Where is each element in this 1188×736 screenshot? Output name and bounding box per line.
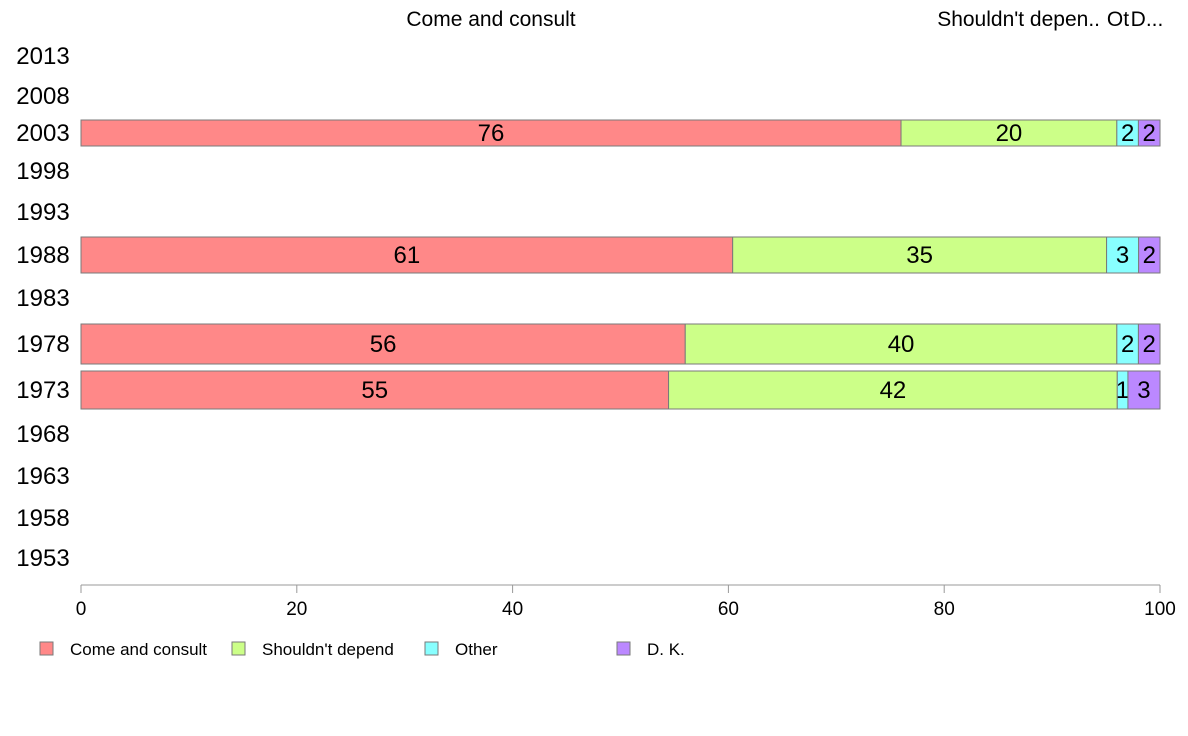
x-tick-label: 20 bbox=[286, 599, 307, 620]
bar-segment bbox=[1127, 370, 1161, 410]
x-tick-label: 60 bbox=[718, 599, 739, 620]
data-label: 76 bbox=[478, 120, 505, 147]
legend-label: Shouldn't depend bbox=[262, 640, 394, 659]
year-label: 2013 bbox=[16, 43, 69, 70]
year-label: 1993 bbox=[16, 199, 69, 226]
data-label: 40 bbox=[888, 331, 915, 358]
legend-swatch bbox=[424, 641, 439, 656]
bar-segment bbox=[1137, 323, 1161, 365]
data-label: 42 bbox=[880, 377, 907, 404]
data-label: 2 bbox=[1121, 331, 1134, 358]
data-label: 56 bbox=[370, 331, 397, 358]
data-label: 2 bbox=[1143, 331, 1156, 358]
bar-segment bbox=[1106, 236, 1140, 274]
bar-segment bbox=[900, 119, 1118, 147]
bar-row-1978: 56 40 2 2 bbox=[80, 323, 1161, 365]
year-label: 1953 bbox=[16, 545, 69, 572]
year-label: 1988 bbox=[16, 242, 69, 269]
data-label: 1 bbox=[1116, 377, 1129, 404]
year-label: 1958 bbox=[16, 505, 69, 532]
bar-segment bbox=[1138, 236, 1161, 274]
data-label: 2 bbox=[1121, 120, 1134, 147]
year-label: 1978 bbox=[16, 331, 69, 358]
bar-segment bbox=[80, 323, 686, 365]
year-label: 1968 bbox=[16, 421, 69, 448]
year-label: 1983 bbox=[16, 285, 69, 312]
year-label: 1998 bbox=[16, 158, 69, 185]
top-labels: Come and consult Shouldn't depen.. Ot D... bbox=[406, 8, 1163, 31]
legend: Come and consult Shouldn't depend Other D. … bbox=[39, 640, 685, 659]
x-tick-label: 100 bbox=[1144, 599, 1176, 620]
data-label: 2 bbox=[1143, 242, 1156, 269]
top-label: D... bbox=[1131, 8, 1164, 31]
legend-swatch bbox=[39, 641, 54, 656]
top-label: Shouldn't depen.. bbox=[937, 8, 1100, 31]
year-labels: 2013 2008 2003 1998 1993 1988 1983 1978 1973 1968… bbox=[16, 43, 69, 572]
bar-segment bbox=[732, 236, 1108, 274]
legend-label: D. K. bbox=[647, 640, 685, 659]
legend-item: D. K. bbox=[616, 640, 685, 659]
legend-swatch bbox=[231, 641, 246, 656]
x-axis: 0 20 40 60 80 100 bbox=[76, 584, 1176, 620]
data-label: 35 bbox=[906, 242, 933, 269]
year-label: 2003 bbox=[16, 120, 69, 147]
top-label: Come and consult bbox=[406, 8, 575, 31]
legend-item: Come and consult bbox=[39, 640, 207, 659]
bar-row-1988: 61 35 3 2 bbox=[80, 236, 1161, 274]
data-label: 3 bbox=[1137, 377, 1150, 404]
data-label: 2 bbox=[1143, 120, 1156, 147]
legend-item: Other bbox=[424, 640, 498, 659]
year-label: 2008 bbox=[16, 83, 69, 110]
year-label: 1973 bbox=[16, 377, 69, 404]
x-tick-label: 0 bbox=[76, 599, 87, 620]
legend-swatch bbox=[616, 641, 631, 656]
bar-row-1973: 55 42 1 3 bbox=[80, 370, 1161, 410]
bar-segment bbox=[80, 370, 670, 410]
legend-label: Other bbox=[455, 640, 498, 659]
bar-segment bbox=[80, 119, 902, 147]
legend-item: Shouldn't depend bbox=[231, 640, 394, 659]
data-label: 20 bbox=[996, 120, 1023, 147]
bar-segment bbox=[684, 323, 1118, 365]
x-tick-label: 80 bbox=[934, 599, 955, 620]
bar-row-2003: 76 20 2 2 bbox=[80, 119, 1161, 147]
x-tick-label: 40 bbox=[502, 599, 523, 620]
bar-segment bbox=[668, 370, 1118, 410]
legend-label: Come and consult bbox=[70, 640, 207, 659]
bar-segment bbox=[1137, 119, 1161, 147]
bars: 76 20 2 261 35 3 256 40 2 255 42 1 3 bbox=[80, 119, 1161, 410]
data-label: 55 bbox=[361, 377, 388, 404]
year-label: 1963 bbox=[16, 463, 69, 490]
data-label: 3 bbox=[1116, 242, 1129, 269]
top-label: Ot bbox=[1107, 8, 1129, 31]
data-label: 61 bbox=[393, 242, 420, 269]
